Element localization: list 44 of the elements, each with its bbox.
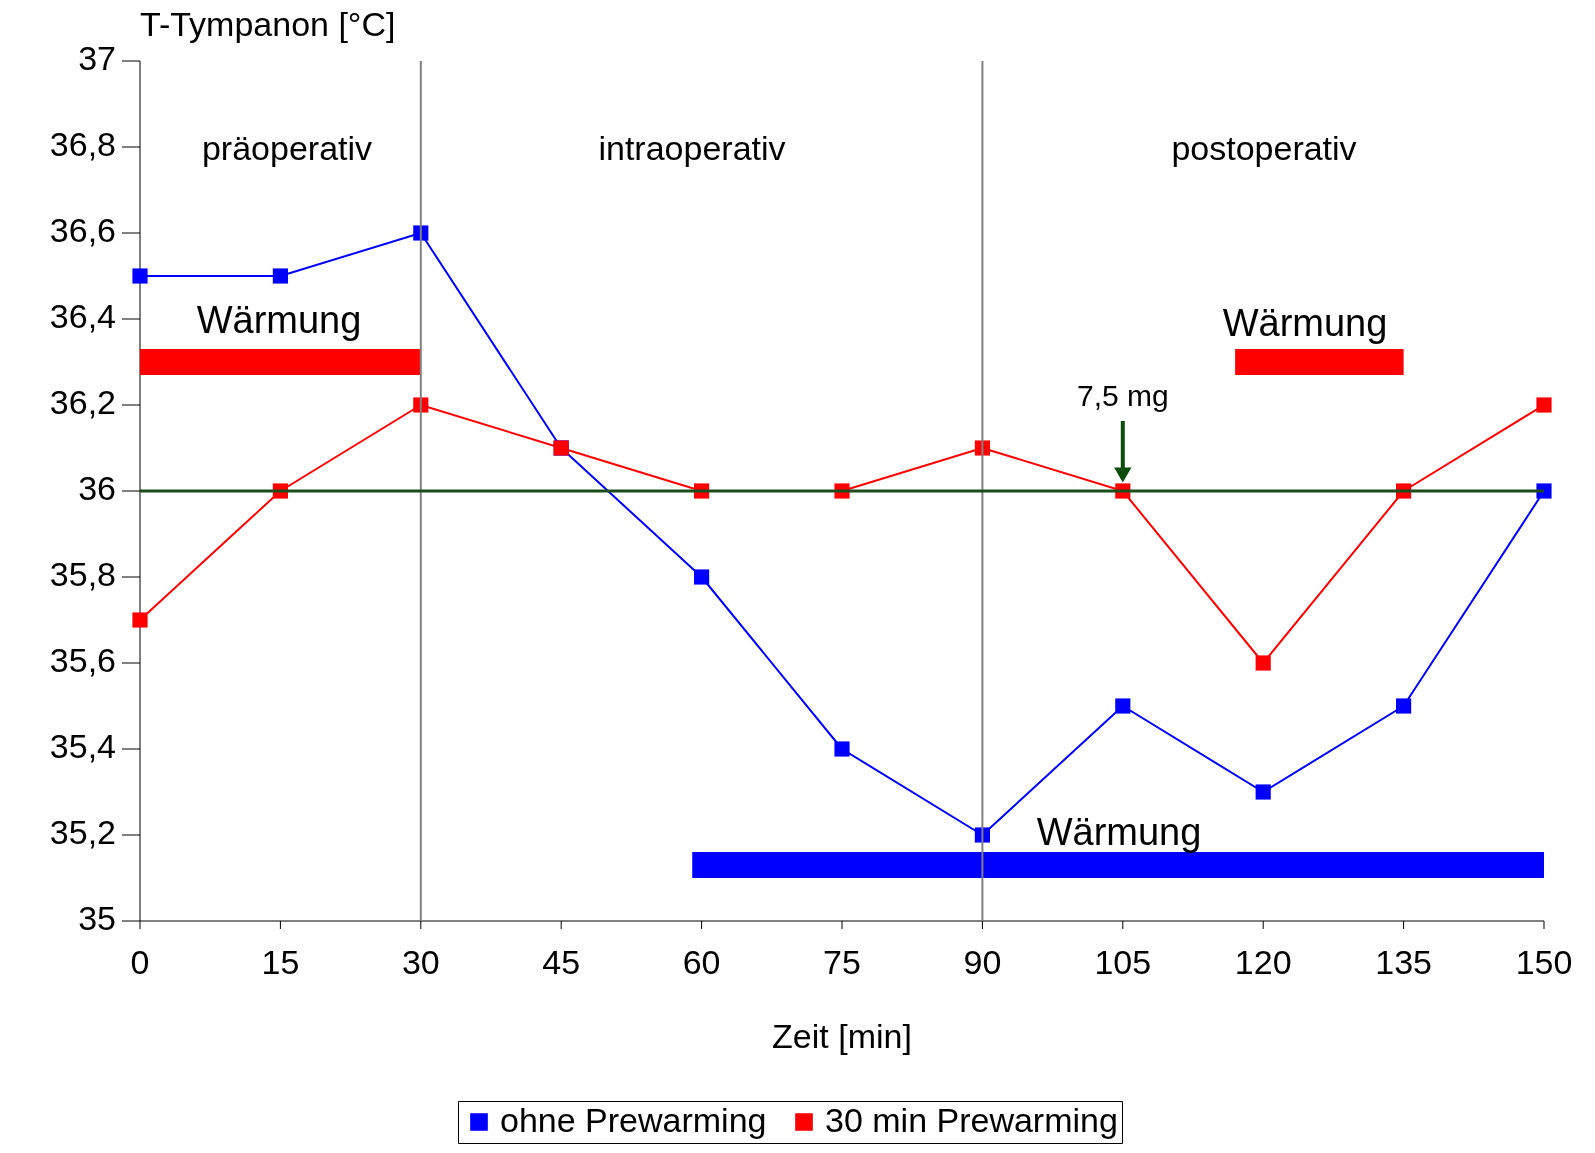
point: [694, 569, 710, 585]
point: [1536, 483, 1552, 499]
x-tick-label: 0: [130, 943, 150, 981]
x-tick-label: 45: [542, 943, 581, 981]
point: [1396, 698, 1412, 714]
y-tick-label: 35,2: [49, 813, 116, 852]
point: [1115, 698, 1131, 714]
x-tick-label: 120: [1234, 943, 1292, 981]
y-tick-label: 35,4: [49, 727, 116, 766]
annotation: Wärmung: [1222, 302, 1388, 344]
y-tick-label: 37: [78, 39, 116, 78]
legend-label: 30 min Prewarming: [825, 1101, 1118, 1139]
legend-label: ohne Prewarming: [500, 1101, 767, 1139]
y-tick-label: 36,6: [49, 211, 116, 250]
y-tick-label: 35: [78, 899, 116, 938]
annotation: 7,5 mg: [1076, 379, 1169, 412]
x-tick-label: 150: [1515, 943, 1573, 981]
x-tick-label: 15: [261, 943, 300, 981]
x-tick-label: 30: [401, 943, 440, 981]
point: [272, 268, 288, 284]
point: [1255, 784, 1271, 800]
y-axis-title: T-Tympanon [°C]: [140, 5, 396, 43]
y-tick-label: 36,4: [49, 297, 116, 336]
x-tick-label: 135: [1375, 943, 1432, 981]
x-tick-label: 60: [682, 943, 721, 981]
y-tick-label: 35,8: [49, 555, 116, 594]
x-tick-label: 75: [823, 943, 861, 981]
point: [834, 741, 850, 757]
y-tick-label: 35,6: [49, 641, 116, 680]
annotation: präoperativ: [201, 129, 373, 167]
point: [1255, 655, 1271, 671]
x-tick-label: 90: [963, 943, 1002, 981]
point: [132, 612, 148, 628]
y-tick-label: 36: [78, 469, 116, 508]
annotation: postoperativ: [1171, 129, 1357, 167]
x-axis-title: Zeit [min]: [772, 1017, 912, 1055]
annotation: intraoperativ: [598, 129, 786, 167]
y-tick-label: 36,8: [49, 125, 116, 164]
point: [1536, 397, 1552, 413]
point: [132, 268, 148, 284]
x-tick-label: 105: [1094, 943, 1152, 981]
annotation: Wärmung: [1036, 811, 1202, 853]
annotation: Wärmung: [196, 299, 362, 341]
y-tick-label: 36,2: [49, 383, 116, 422]
